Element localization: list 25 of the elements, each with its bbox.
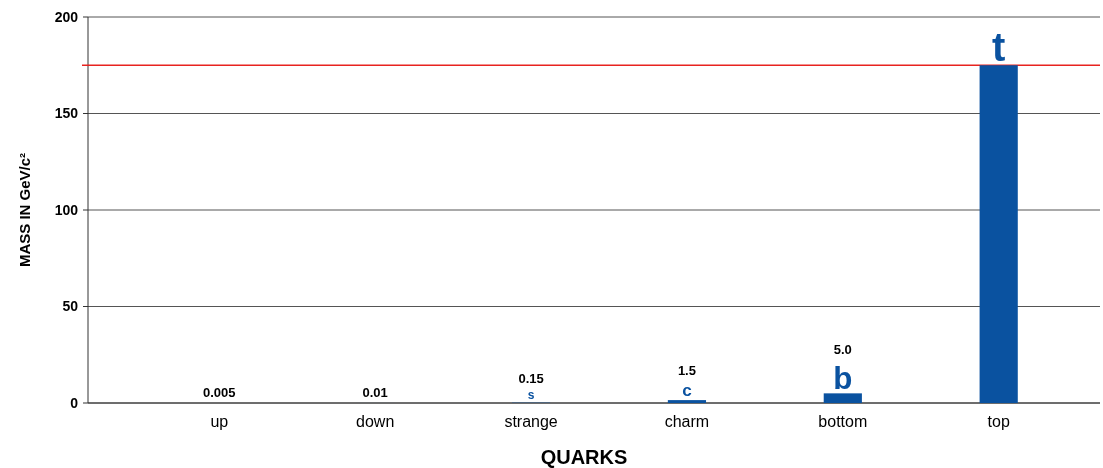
y-tick-label: 50: [62, 298, 79, 315]
y-tick-label: 150: [54, 105, 79, 122]
x-tick-label: up: [210, 413, 229, 430]
bar: [979, 65, 1018, 403]
y-tick-label: 100: [54, 201, 79, 218]
x-tick-label: top: [987, 413, 1010, 430]
data-label: 0.15: [518, 370, 544, 386]
y-tick-label: 0: [70, 394, 79, 411]
y-tick-label: 200: [54, 8, 79, 25]
data-label: 0.005: [203, 384, 236, 400]
x-axis-title: QUARKS: [540, 446, 628, 468]
data-label: 5.0: [833, 342, 852, 358]
bar: [823, 393, 862, 403]
data-label: 0.01: [362, 384, 388, 400]
x-tick-label: strange: [504, 413, 558, 430]
x-tick-label: charm: [664, 413, 710, 430]
data-label: 1.5: [677, 362, 696, 378]
x-tick-label: down: [356, 413, 395, 430]
bar: [667, 400, 707, 403]
y-axis-title: MASS IN GeV/c²: [16, 152, 33, 268]
annotation: t: [992, 25, 1006, 70]
annotation: b: [833, 361, 853, 397]
x-tick-label: bottom: [818, 413, 868, 430]
annotation: c: [682, 380, 693, 401]
annotation: s: [527, 387, 535, 402]
